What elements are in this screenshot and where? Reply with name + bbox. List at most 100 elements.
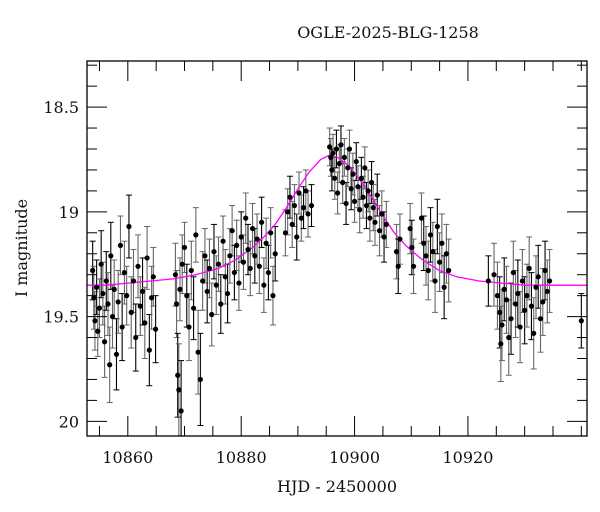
data-point [256,263,262,269]
data-point [348,186,354,192]
data-point [522,307,528,313]
data-point [358,175,364,181]
data-point [578,318,584,324]
data-point [397,236,403,242]
data-point [287,194,293,200]
plot-area [87,125,587,436]
data-point [418,215,425,221]
data-point [501,286,507,292]
data-point [98,261,104,267]
data-point [117,242,124,248]
data-point [303,188,309,194]
data-point [327,144,333,150]
data-point [443,251,450,257]
x-axis-ticks: 10860 10880 10900 10920 [98,61,582,467]
data-point [294,234,300,240]
data-point [367,215,373,221]
data-point [215,261,222,267]
data-point [540,299,546,305]
data-point [265,269,272,276]
data-point [437,259,443,265]
data-point [184,293,190,299]
data-point [379,211,385,217]
data-point [126,223,132,230]
data-point [512,301,519,307]
model-curve [87,154,587,286]
data-point [121,269,128,276]
data-point [130,278,137,284]
data-point [308,202,315,209]
data-point [296,190,302,196]
data-point [202,253,208,259]
data-point [510,269,516,276]
data-point [519,278,525,284]
data-point [360,194,366,200]
data-point [178,408,184,414]
data-point [247,265,253,272]
data-point [90,267,96,274]
data-point [336,161,342,167]
data-point [206,265,213,272]
data-point [535,274,541,280]
data-point [119,324,125,330]
data-point [193,232,199,238]
data-points [90,142,584,414]
data-point [92,318,98,324]
data-point [150,274,156,280]
data-point [176,387,182,393]
data-point [197,376,203,383]
data-point [172,272,179,278]
data-point [362,165,368,171]
data-point [135,263,141,269]
data-point [291,202,298,209]
x-tick-label: 10920 [442,448,493,467]
data-point [139,288,146,295]
data-point [340,179,346,186]
data-point [407,225,413,232]
data-point [432,278,438,284]
data-point [152,326,159,332]
data-point [393,249,400,255]
data-point [526,265,532,272]
data-point [236,280,242,286]
data-point [542,267,548,274]
data-point [410,263,417,269]
data-point [374,192,380,198]
data-point [425,267,431,274]
data-point [446,267,452,274]
data-point [175,372,181,378]
data-point [254,236,260,242]
data-point [343,200,349,207]
data-point [517,324,523,330]
data-point [173,301,180,307]
data-point [149,295,155,301]
data-point [146,347,152,353]
plot-frame [86,60,588,437]
data-point [105,301,111,307]
y-tick-label: 18.5 [43,98,79,117]
data-point [298,215,304,221]
data-point [181,244,188,251]
data-point [531,330,537,336]
data-point [346,146,353,152]
data-point [289,221,295,228]
data-point [240,259,247,265]
x-axis-label: HJD - 2450000 [277,477,397,496]
data-point [103,278,109,284]
data-point [345,165,351,171]
data-point [261,282,267,288]
data-point [111,286,117,292]
data-point [177,286,183,292]
data-point [227,253,233,259]
data-point [268,230,274,236]
y-axis-label: I magnitude [12,199,31,297]
data-point [341,154,347,160]
data-point [144,255,150,261]
data-point [229,228,235,234]
y-tick-label: 19.5 [43,308,79,327]
data-point [533,284,539,290]
data-point [211,249,217,255]
data-point [137,303,143,309]
data-point [439,240,445,246]
